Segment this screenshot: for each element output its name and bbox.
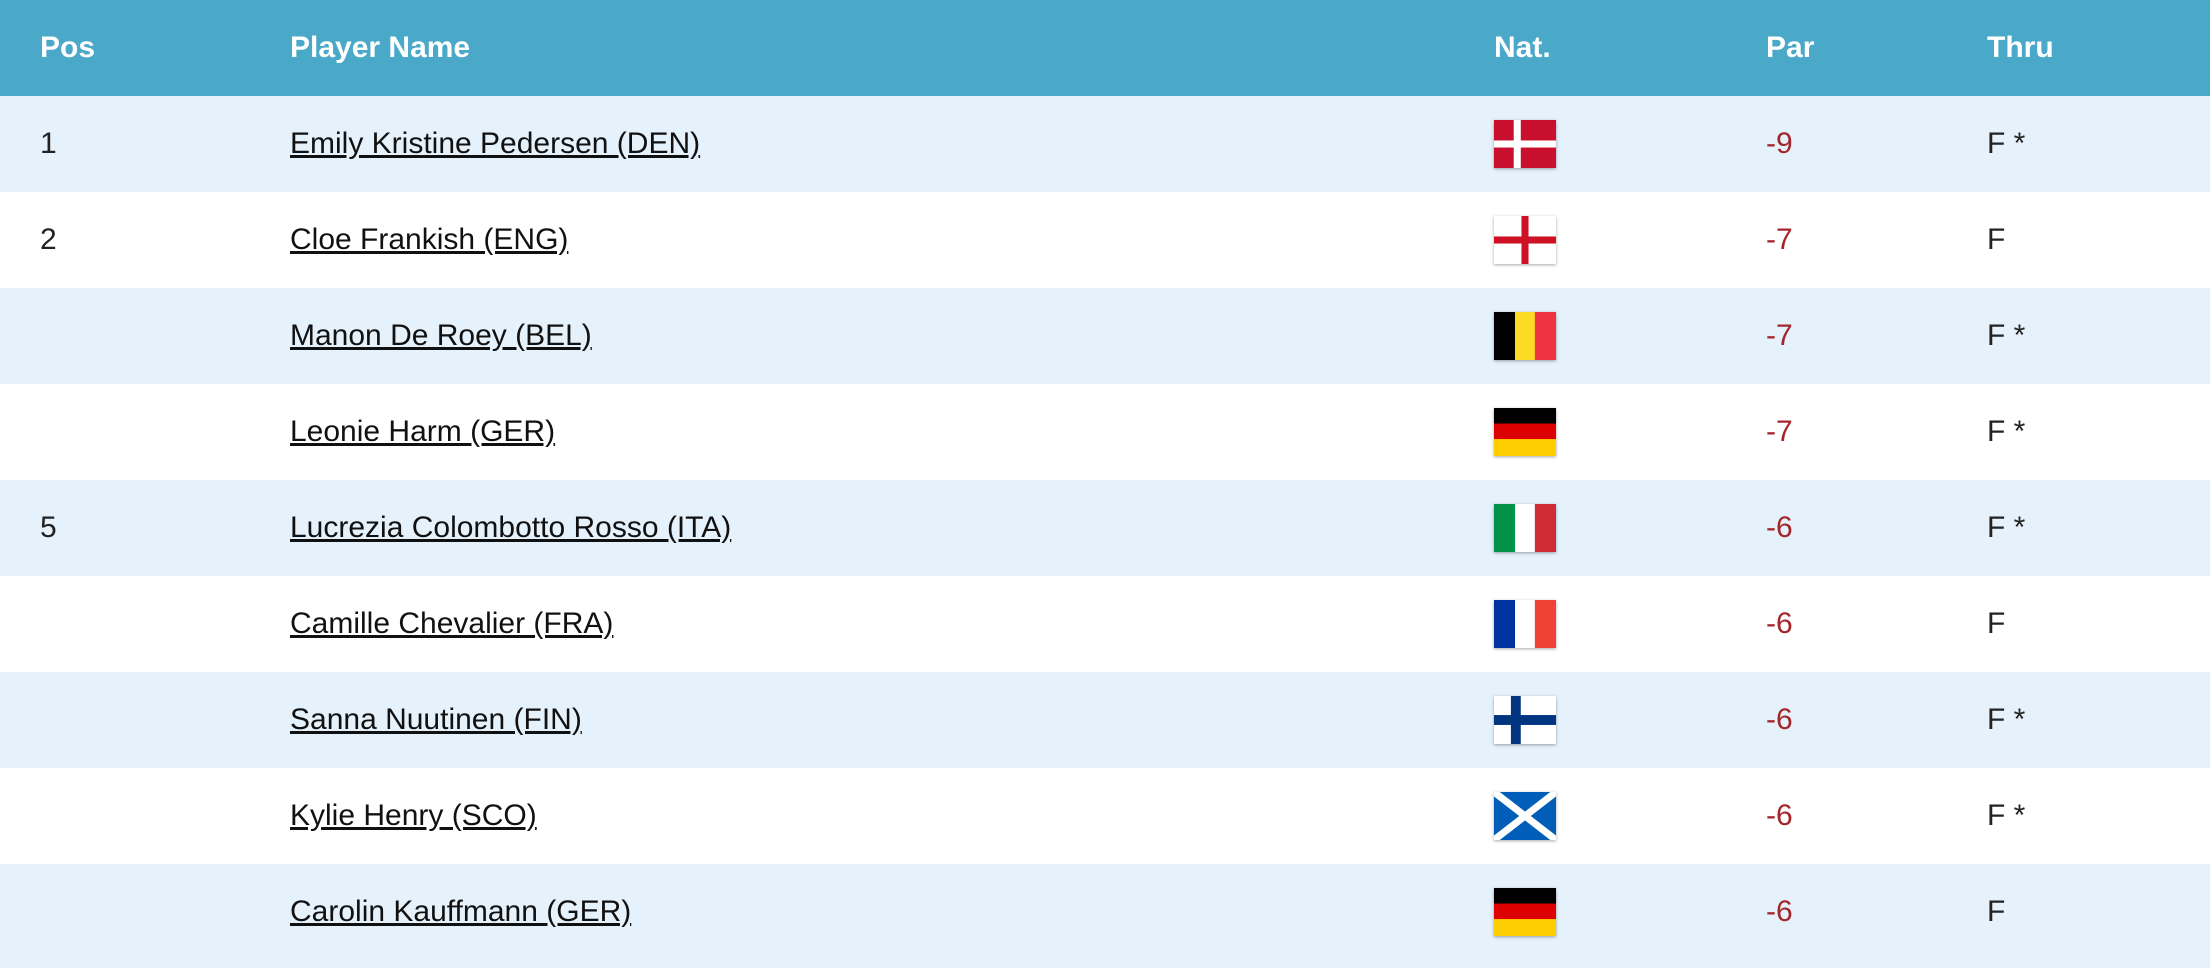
player-row: Sanna Nuutinen (FIN) -6 F * — [0, 672, 2210, 768]
flag-icon — [1494, 408, 1556, 456]
position: 1 — [40, 127, 57, 160]
flag-icon — [1494, 696, 1556, 744]
flag-icon — [1494, 888, 1556, 936]
thru: F — [1987, 607, 2006, 640]
flag-icon — [1494, 312, 1556, 360]
position: 2 — [40, 223, 57, 256]
player-row: 2 Cloe Frankish (ENG) -7 F — [0, 192, 2210, 288]
player-link[interactable]: Cloe Frankish (ENG) — [290, 223, 569, 256]
flag-icon — [1494, 600, 1556, 648]
position: 5 — [40, 511, 57, 544]
thru: F — [1987, 895, 2006, 928]
thru: F * — [1987, 127, 2026, 160]
player-row: 5 Lucrezia Colombotto Rosso (ITA) -6 F * — [0, 480, 2210, 576]
player-link[interactable]: Camille Chevalier (FRA) — [290, 607, 614, 640]
player-row: Carolin Kauffmann (GER) -6 F — [0, 864, 2210, 960]
thru: F * — [1987, 703, 2026, 736]
flag-icon — [1494, 120, 1556, 168]
player-row: Kylie Henry (SCO) -6 F * — [0, 768, 2210, 864]
player-link[interactable]: Lucrezia Colombotto Rosso (ITA) — [290, 511, 732, 544]
par-score: -6 — [1766, 511, 1793, 544]
flag-icon — [1494, 792, 1556, 840]
thru: F * — [1987, 415, 2026, 448]
player-link[interactable]: Emily Kristine Pedersen (DEN) — [290, 127, 701, 160]
par-score: -6 — [1766, 799, 1793, 832]
player-row: Leonie Harm (GER) -7 F * — [0, 384, 2210, 480]
player-link[interactable]: Carolin Kauffmann (GER) — [290, 895, 632, 928]
thru: F * — [1987, 319, 2026, 352]
player-link[interactable]: Kylie Henry (SCO) — [290, 799, 537, 832]
par-score: -7 — [1766, 415, 1793, 448]
player-link[interactable]: Manon De Roey (BEL) — [290, 319, 592, 352]
header-cell[interactable]: Thru — [1987, 31, 2054, 64]
thru: F * — [1987, 799, 2026, 832]
par-score: -9 — [1766, 127, 1793, 160]
player-row: 1 Emily Kristine Pedersen (DEN) -9 F * — [0, 96, 2210, 192]
player-row: Camille Chevalier (FRA) -6 F — [0, 576, 2210, 672]
header-cell[interactable]: Par — [1766, 31, 1815, 64]
header-row: Pos Player Name Nat. Par Thru — [0, 0, 2210, 96]
header-cell[interactable]: Pos — [40, 31, 96, 64]
player-link[interactable]: Sanna Nuutinen (FIN) — [290, 703, 582, 736]
player-row: Manon De Roey (BEL) -7 F * — [0, 288, 2210, 384]
par-score: -6 — [1766, 895, 1793, 928]
header-cell[interactable]: Player Name — [290, 31, 471, 64]
par-score: -6 — [1766, 703, 1793, 736]
par-score: -6 — [1766, 607, 1793, 640]
header-cell[interactable]: Nat. — [1494, 31, 1551, 64]
thru: F — [1987, 223, 2006, 256]
player-link[interactable]: Leonie Harm (GER) — [290, 415, 556, 448]
flag-icon — [1494, 504, 1556, 552]
flag-icon — [1494, 216, 1556, 264]
par-score: -7 — [1766, 319, 1793, 352]
par-score: -7 — [1766, 223, 1793, 256]
thru: F * — [1987, 511, 2026, 544]
